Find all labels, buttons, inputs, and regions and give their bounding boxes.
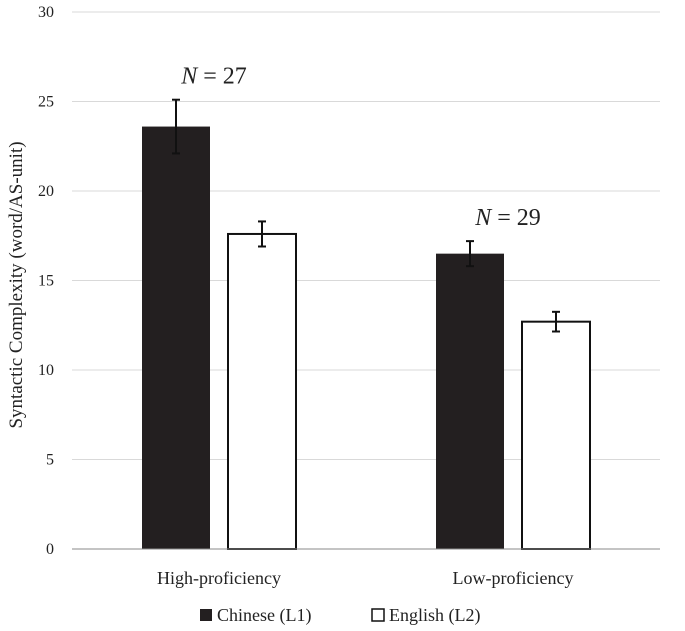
bars	[142, 98, 591, 551]
y-tick-label: 10	[38, 362, 54, 379]
y-tick-label: 30	[38, 4, 54, 21]
legend-swatch	[371, 608, 385, 622]
y-tick-label: 15	[38, 273, 54, 290]
y-tick-label: 5	[46, 452, 54, 469]
bar-english-l2	[521, 320, 591, 551]
legend-entry: Chinese (L1)	[217, 605, 311, 626]
legend: Chinese (L1) English (L2)	[200, 605, 481, 626]
y-tick-label: 20	[38, 183, 54, 200]
bar-chinese-l1	[142, 126, 210, 549]
legend-entry: English (L2)	[389, 605, 481, 626]
bar-chinese-l1	[436, 253, 504, 549]
y-tick-label: 0	[46, 541, 54, 558]
sample-size-label: N = 29	[474, 205, 541, 231]
sample-size-annotations: N = 27 N = 29	[180, 64, 541, 231]
y-tick-label: 25	[38, 94, 54, 111]
sample-size-label: N = 27	[180, 64, 247, 90]
y-axis-ticks: 0 5 10 15 20 25 30	[38, 4, 54, 558]
bar-english-l2	[227, 232, 297, 551]
category-labels: High-proficiency Low-proficiency	[157, 568, 573, 588]
y-axis-label: Syntactic Complexity (word/AS-unit)	[6, 141, 27, 428]
category-label: Low-proficiency	[453, 568, 574, 588]
category-label: High-proficiency	[157, 568, 281, 588]
legend-swatch	[200, 609, 212, 621]
